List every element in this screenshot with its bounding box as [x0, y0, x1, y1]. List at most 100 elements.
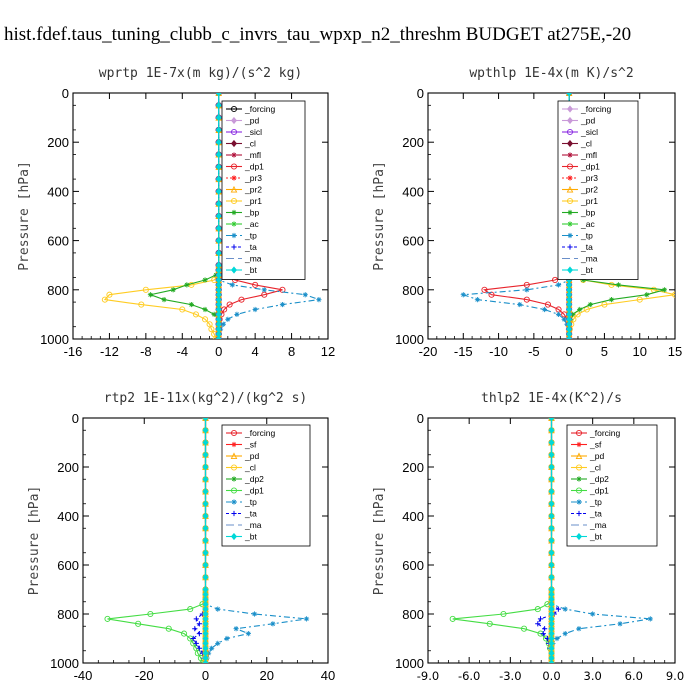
data-point-bt [215, 175, 222, 183]
legend-label: _dp1 [589, 486, 609, 496]
data-point-pr1 [671, 291, 675, 298]
y-tick-label: 800 [47, 283, 69, 298]
data-point-pr1 [101, 296, 108, 303]
data-point-ta [535, 621, 541, 627]
data-point-ta [193, 640, 199, 646]
data-point-tp [562, 631, 568, 637]
data-point-bp [608, 297, 615, 303]
legend-marker [575, 464, 583, 471]
data-point-bt [202, 475, 209, 483]
data-point-dp1 [521, 625, 528, 632]
data-point-dp1 [449, 615, 456, 622]
legend-marker [230, 429, 238, 437]
data-point-tp [647, 616, 653, 622]
legend-label: _ac [580, 219, 595, 229]
legend-marker [231, 532, 237, 541]
y-tick-label: 600 [47, 234, 69, 249]
y-tick-label: 800 [402, 607, 424, 622]
legend-label: _tp [244, 231, 257, 241]
data-point-bp [170, 287, 176, 293]
legend-label: _ac [244, 219, 259, 229]
chart-panel-3: rtp2 1E-11x(kg^2)/(kg^2 s) Pressure [hPa]… [27, 391, 335, 683]
data-point-tp [474, 297, 480, 303]
data-point-bt [215, 138, 222, 146]
data-point-ta [540, 631, 546, 637]
x-tick-label: 10 [632, 344, 646, 359]
data-point-dp1 [534, 606, 541, 613]
y-tick-label: 0 [72, 411, 79, 426]
chart-panel-4: thlp2 1E-4x(K^2)/s Pressure [hPa] -9.0 -6.0… [372, 391, 684, 683]
data-point-bt [215, 150, 222, 159]
x-tick-label: 3.0 [584, 669, 602, 683]
legend-marker [576, 532, 582, 541]
x-tick-label: 40 [321, 668, 335, 683]
data-point-tp [245, 631, 251, 637]
data-point-tp [220, 321, 226, 327]
y-tick-label: 1000 [395, 332, 424, 347]
legend-label: _cl [580, 139, 592, 149]
y-tick-label: 600 [402, 558, 424, 573]
data-point-tp [205, 650, 212, 656]
x-tick-label: -3.0 [499, 669, 521, 683]
legend-label: _ta [244, 509, 257, 519]
data-point-pr1 [608, 281, 615, 288]
legend-label: _pd [244, 451, 259, 461]
legend-label: _cl [589, 463, 601, 473]
y-tick-label: 400 [402, 509, 424, 524]
legend-marker [231, 244, 237, 250]
legend-marker [231, 266, 237, 274]
x-tick-label: 0 [215, 344, 222, 359]
data-point-bt [548, 438, 555, 447]
legend-marker [575, 452, 583, 460]
legend-label: _bt [244, 265, 257, 275]
x-tick-label: -5 [528, 344, 540, 359]
legend-marker [231, 175, 237, 181]
data-point-tp [541, 306, 548, 313]
x-tick-label: 8 [288, 344, 295, 359]
legend-marker [567, 139, 573, 148]
legend-label: _dp1 [580, 162, 600, 172]
x-tick-label: 15 [668, 344, 682, 359]
data-point-tp [215, 606, 221, 612]
legend-marker [230, 487, 238, 494]
legend-label: _mfl [244, 150, 261, 160]
data-point-tp [261, 287, 267, 293]
data-point-dp1 [238, 296, 245, 303]
legend-label: _pr1 [244, 196, 262, 206]
legend-marker [567, 116, 573, 125]
data-point-tp [517, 301, 523, 308]
data-point-ta [196, 631, 202, 637]
x-tick-label: 20 [260, 668, 274, 683]
legend-marker [231, 499, 237, 505]
data-point-bt [202, 487, 209, 496]
y-tick-label: 200 [402, 135, 424, 150]
legend-label: _cl [244, 139, 256, 149]
legend-label: _ma [244, 254, 262, 264]
legend-label: _tp [580, 231, 593, 241]
legend-label: _ma [580, 254, 598, 264]
y-tick-label: 600 [402, 234, 424, 249]
x-tick-label: -8 [140, 344, 152, 359]
data-point-ta [542, 626, 548, 632]
data-point-bt [202, 536, 209, 545]
y-tick-label: 0 [417, 411, 424, 426]
legend: _forcing _sf_pd _cl_dp2 _dp1_tp _ta_ma _bt [221, 424, 311, 547]
legend-marker [567, 244, 573, 250]
legend-marker [576, 510, 582, 517]
legend-label: _bt [580, 265, 593, 275]
data-point-bt [548, 549, 555, 557]
data-point-tp [590, 611, 596, 617]
data-point-dp1 [226, 301, 233, 308]
data-point-bt [548, 573, 555, 581]
legend: _forcing _sf_pd _cl_dp2 _dp1_tp _ta_ma _bt [566, 424, 658, 547]
data-point-tp [229, 282, 235, 288]
legend-marker [567, 175, 573, 181]
legend-label: _sicl [244, 127, 262, 137]
data-point-bt [202, 451, 209, 459]
x-tick-label: 4 [252, 344, 259, 359]
data-point-bp [644, 292, 650, 298]
y-axis-label: Pressure [hPa] [17, 161, 32, 271]
data-point-dp1 [486, 620, 493, 627]
y-tick-label: 1000 [395, 656, 424, 671]
x-tick-label: -10 [489, 344, 508, 359]
